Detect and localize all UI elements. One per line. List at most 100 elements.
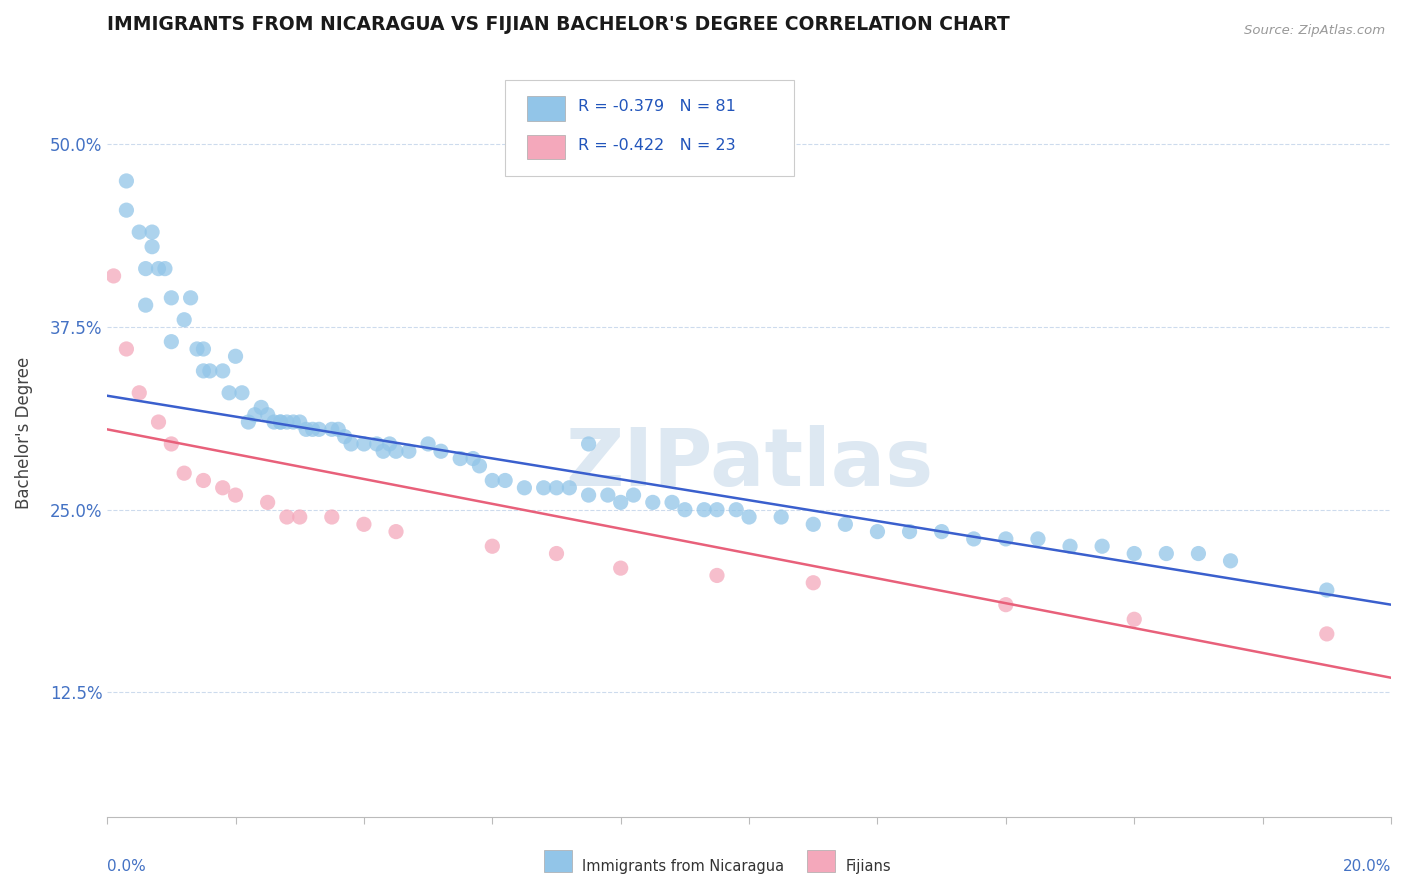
FancyBboxPatch shape: [807, 850, 835, 871]
Point: [1187, 547, 1209, 561]
Point: [321, 510, 343, 524]
Point: [218, 385, 240, 400]
Text: Immigrants from Nicaragua: Immigrants from Nicaragua: [582, 859, 785, 874]
Y-axis label: Bachelor's Degree: Bachelor's Degree: [15, 357, 32, 509]
Text: R = -0.422   N = 23: R = -0.422 N = 23: [578, 138, 735, 153]
Point: [256, 408, 278, 422]
Point: [276, 415, 298, 429]
Point: [558, 481, 581, 495]
Point: [533, 481, 555, 495]
Point: [301, 422, 323, 436]
Text: R = -0.379   N = 81: R = -0.379 N = 81: [578, 100, 737, 114]
Point: [186, 342, 208, 356]
Point: [198, 364, 221, 378]
Point: [546, 481, 568, 495]
Point: [340, 437, 363, 451]
Point: [256, 495, 278, 509]
Point: [366, 437, 388, 451]
Point: [321, 422, 343, 436]
Point: [578, 488, 600, 502]
Point: [193, 342, 215, 356]
Point: [706, 568, 728, 582]
Point: [148, 261, 170, 276]
Point: [333, 430, 356, 444]
Point: [373, 444, 395, 458]
Point: [430, 444, 453, 458]
Point: [1026, 532, 1049, 546]
Point: [103, 268, 125, 283]
Point: [461, 451, 484, 466]
Point: [673, 502, 696, 516]
FancyBboxPatch shape: [505, 80, 794, 176]
FancyBboxPatch shape: [527, 96, 565, 120]
Point: [353, 517, 375, 532]
Point: [801, 575, 824, 590]
Point: [481, 539, 503, 553]
Point: [263, 415, 285, 429]
Point: [211, 481, 233, 495]
Point: [1123, 612, 1146, 626]
Point: [128, 385, 150, 400]
Point: [1316, 627, 1339, 641]
Point: [211, 364, 233, 378]
Point: [231, 385, 253, 400]
Point: [398, 444, 420, 458]
Point: [623, 488, 645, 502]
Point: [468, 458, 491, 473]
Text: ZIPatlas: ZIPatlas: [565, 425, 934, 503]
Point: [963, 532, 986, 546]
Point: [449, 451, 471, 466]
Text: 20.0%: 20.0%: [1343, 859, 1391, 874]
Point: [1156, 547, 1178, 561]
Point: [288, 510, 311, 524]
Point: [250, 401, 273, 415]
Point: [1219, 554, 1241, 568]
Point: [578, 437, 600, 451]
Point: [193, 364, 215, 378]
Point: [546, 547, 568, 561]
Point: [308, 422, 330, 436]
Point: [160, 334, 183, 349]
Point: [153, 261, 176, 276]
FancyBboxPatch shape: [527, 135, 565, 159]
Point: [725, 502, 748, 516]
Point: [160, 437, 183, 451]
Point: [135, 298, 157, 312]
Point: [148, 415, 170, 429]
Point: [1123, 547, 1146, 561]
Point: [225, 349, 247, 363]
Point: [770, 510, 793, 524]
Point: [269, 415, 291, 429]
Point: [135, 261, 157, 276]
Text: Source: ZipAtlas.com: Source: ZipAtlas.com: [1244, 24, 1385, 37]
Point: [180, 291, 202, 305]
Point: [160, 291, 183, 305]
FancyBboxPatch shape: [544, 850, 572, 871]
Point: [353, 437, 375, 451]
Point: [115, 203, 138, 218]
Point: [276, 510, 298, 524]
Point: [693, 502, 716, 516]
Point: [243, 408, 266, 422]
Point: [866, 524, 889, 539]
Point: [115, 342, 138, 356]
Point: [193, 474, 215, 488]
Point: [288, 415, 311, 429]
Point: [269, 415, 291, 429]
Point: [128, 225, 150, 239]
Point: [115, 174, 138, 188]
Point: [385, 444, 408, 458]
Point: [931, 524, 953, 539]
Point: [738, 510, 761, 524]
Point: [609, 495, 631, 509]
Point: [416, 437, 439, 451]
Point: [994, 532, 1017, 546]
Text: Fijians: Fijians: [845, 859, 891, 874]
Point: [283, 415, 305, 429]
Point: [706, 502, 728, 516]
Point: [481, 474, 503, 488]
Point: [328, 422, 350, 436]
Point: [801, 517, 824, 532]
Point: [141, 225, 163, 239]
Point: [596, 488, 619, 502]
